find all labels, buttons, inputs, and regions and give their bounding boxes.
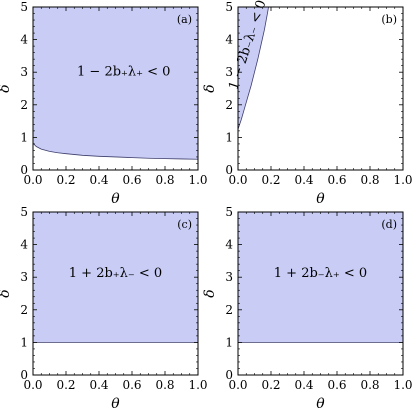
x-tick-label: 0.2 — [56, 173, 75, 187]
y-tick-label: 0 — [225, 368, 233, 382]
y-axis-label: δ — [202, 84, 218, 92]
x-axis-label: θ — [316, 396, 325, 412]
x-tick-label: 0.6 — [122, 173, 141, 187]
x-tick-label: 0.4 — [89, 378, 108, 392]
panel-c: 0.0 0.2 0.4 0.6 0.8 1.0 0 1 2 3 4 5 θ δ (c) 1 + 2b₊λ₋ <… — [0, 205, 208, 412]
y-tick-label: 3 — [225, 270, 233, 284]
x-tick-label: 0.2 — [261, 378, 280, 392]
panel-d: 0.0 0.2 0.4 0.6 0.8 1.0 0 1 2 3 4 5 θ δ (d) 1 + 2b₋λ₊ <… — [202, 205, 413, 412]
y-tick-label: 5 — [225, 0, 233, 14]
panel-tag: (b) — [381, 13, 397, 26]
y-tick-label: 5 — [225, 205, 233, 219]
boundary-curve — [32, 142, 199, 160]
x-tick-label: 0.6 — [327, 173, 346, 187]
y-axis-label: δ — [202, 289, 218, 297]
x-axis-label: θ — [111, 396, 120, 412]
x-tick-label: 1.0 — [188, 173, 207, 187]
y-tick-label: 4 — [225, 33, 233, 47]
x-tick-label: 0.6 — [327, 378, 346, 392]
x-axis-label: θ — [316, 191, 325, 207]
y-tick-label: 5 — [20, 205, 28, 219]
region-label: 1 + 2b₊λ₋ < 0 — [69, 266, 162, 281]
y-tick-label: 1 — [20, 335, 28, 349]
y-tick-label: 0 — [20, 368, 28, 382]
boundary-curve — [237, 6, 269, 130]
y-tick-label: 2 — [225, 98, 233, 112]
x-tick-label: 0.2 — [56, 378, 75, 392]
x-tick-label: 0.4 — [294, 173, 313, 187]
y-tick-label: 1 — [20, 130, 28, 144]
y-axis-label: δ — [0, 289, 13, 297]
y-tick-label: 3 — [20, 65, 28, 79]
x-tick-label: 0.4 — [294, 378, 313, 392]
panel-tag: (c) — [177, 218, 192, 231]
y-tick-label: 1 — [225, 130, 233, 144]
x-tick-label: 1.0 — [393, 378, 412, 392]
x-axis-label: θ — [111, 191, 120, 207]
shaded-region — [33, 212, 198, 343]
y-tick-label: 4 — [225, 238, 233, 252]
shaded-region — [238, 7, 269, 130]
x-tick-label: 0.0 — [228, 173, 247, 187]
x-tick-label: 0.8 — [155, 173, 174, 187]
x-tick-label: 0.0 — [23, 378, 42, 392]
y-tick-label: 3 — [225, 65, 233, 79]
shaded-region — [238, 212, 403, 343]
y-tick-label: 0 — [225, 163, 233, 177]
x-tick-label: 0.4 — [89, 173, 108, 187]
x-tick-label: 0.0 — [228, 378, 247, 392]
x-tick-label: 1.0 — [188, 378, 207, 392]
y-tick-label: 2 — [20, 303, 28, 317]
x-tick-label: 0.8 — [360, 173, 379, 187]
y-tick-label: 2 — [225, 303, 233, 317]
y-tick-label: 3 — [20, 270, 28, 284]
y-axis-label: δ — [0, 84, 13, 92]
panel-tag: (a) — [177, 13, 192, 26]
y-tick-label: 2 — [20, 98, 28, 112]
region-label: 1 − 2b₊λ₊ < 0 — [77, 64, 170, 79]
x-tick-label: 0.8 — [360, 378, 379, 392]
panel-tag: (d) — [381, 218, 397, 231]
panel-a: 0.0 0.2 0.4 0.6 0.8 1.0 0 1 2 3 4 5 θ δ (a) 1 − 2b₊λ₊ <… — [0, 0, 208, 207]
y-tick-label: 0 — [20, 163, 28, 177]
y-tick-label: 4 — [20, 238, 28, 252]
y-tick-label: 1 — [225, 335, 233, 349]
shaded-region — [33, 7, 198, 160]
x-tick-label: 0.0 — [23, 173, 42, 187]
y-tick-label: 5 — [20, 0, 28, 14]
y-tick-label: 4 — [20, 33, 28, 47]
x-tick-label: 0.6 — [122, 378, 141, 392]
region-label: 1 + 2b₋λ₊ < 0 — [274, 266, 367, 281]
x-tick-label: 1.0 — [393, 173, 412, 187]
x-tick-label: 0.2 — [261, 173, 280, 187]
x-tick-label: 0.8 — [155, 378, 174, 392]
